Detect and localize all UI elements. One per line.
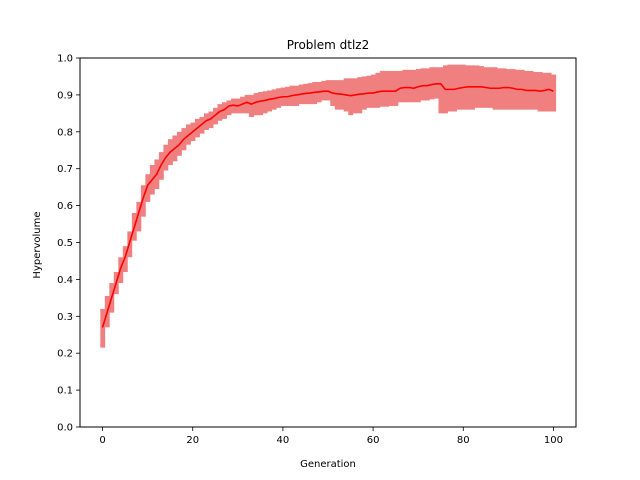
std-band-segment: [245, 95, 250, 113]
std-band-segment: [506, 69, 511, 110]
x-tick-label: 0: [99, 435, 105, 446]
std-band-segment: [384, 71, 389, 107]
std-band-segment: [425, 68, 430, 100]
chart-title: Problem dtlz2: [287, 38, 369, 52]
std-band-segment: [542, 73, 547, 112]
x-tick-label: 60: [367, 435, 380, 446]
y-tick-label: 0.2: [57, 349, 73, 360]
x-tick-label: 80: [457, 435, 470, 446]
std-band-segment: [420, 68, 425, 100]
x-tick-label: 100: [544, 435, 563, 446]
std-band-segment: [393, 71, 398, 106]
std-band-segment: [402, 70, 407, 102]
std-band-segment: [547, 73, 552, 112]
std-band-segment: [335, 80, 340, 110]
std-band-segment: [366, 76, 371, 108]
y-tick-label: 0.0: [57, 423, 73, 434]
std-band-segment: [371, 75, 376, 108]
y-tick-label: 0.9: [57, 90, 73, 101]
std-band-segment: [326, 80, 331, 100]
std-band-segment: [429, 67, 434, 99]
x-tick-label: 40: [277, 435, 290, 446]
std-band-segment: [407, 70, 412, 102]
std-band-segment: [411, 70, 416, 102]
y-tick-label: 0.3: [57, 312, 73, 323]
y-tick-label: 1.0: [57, 54, 73, 65]
x-axis-label: Generation: [300, 459, 356, 470]
std-band-segment: [502, 68, 507, 109]
std-band-segment: [375, 73, 380, 108]
y-tick-label: 0.4: [57, 275, 73, 286]
y-tick-label: 0.8: [57, 127, 73, 138]
std-band-segment: [357, 77, 362, 113]
std-band-segment: [263, 91, 268, 113]
y-tick-label: 0.5: [57, 238, 73, 249]
x-tick-label: 20: [186, 435, 199, 446]
std-band-segment: [434, 67, 439, 98]
std-band-segment: [398, 71, 403, 102]
std-band-segment: [100, 309, 105, 348]
std-band-segment: [380, 71, 385, 107]
y-tick-label: 0.1: [57, 386, 73, 397]
std-band-segment: [389, 71, 394, 106]
std-band-segment: [348, 78, 353, 115]
std-band-segment: [258, 92, 263, 115]
std-band-segment: [447, 65, 452, 112]
y-tick-label: 0.7: [57, 164, 73, 175]
std-band-segment: [438, 67, 443, 113]
std-band-segment: [254, 93, 259, 115]
std-band-segment: [249, 95, 254, 117]
std-band-segment: [551, 75, 556, 112]
std-band-segment: [267, 90, 272, 111]
y-tick-label: 0.6: [57, 201, 73, 212]
y-axis-label: Hypervolume: [32, 211, 43, 278]
